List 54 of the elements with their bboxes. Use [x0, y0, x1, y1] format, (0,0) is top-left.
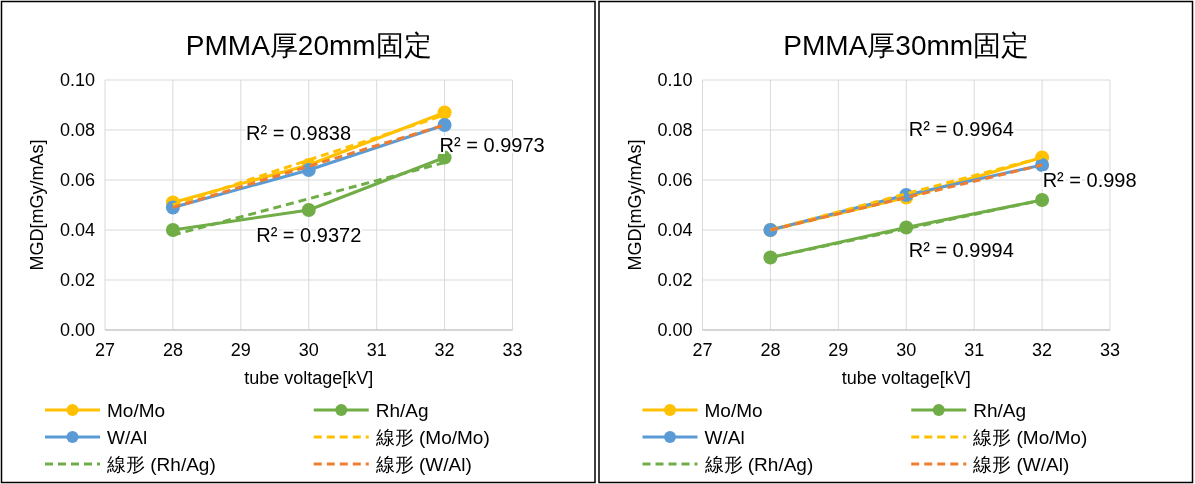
y-tick-label: 0.02 — [59, 270, 95, 290]
x-tick-label: 29 — [828, 340, 849, 360]
y-tick-label: 0.04 — [59, 220, 95, 240]
legend-label: W/Al — [107, 427, 148, 448]
point — [301, 203, 316, 217]
x-tick-label: 27 — [692, 340, 713, 360]
y-tick-label: 0.00 — [59, 320, 95, 340]
chart-title: PMMA厚20mm固定 — [185, 30, 432, 61]
annotation: R² = 0.998 — [1042, 169, 1137, 191]
legend-label: 線形 (Rh/Ag) — [106, 454, 216, 475]
legend-label: Mo/Mo — [704, 400, 763, 421]
x-tick-label: 30 — [896, 340, 917, 360]
legend-label: Mo/Mo — [107, 400, 166, 421]
x-tick-label: 31 — [964, 340, 985, 360]
annotation: R² = 0.9964 — [908, 117, 1014, 140]
x-tick-label: 29 — [230, 340, 251, 360]
x-tick-label: 33 — [502, 340, 523, 360]
legend-label: 線形 (Mo/Mo) — [374, 427, 490, 448]
y-axis-title: MGD[mGy/mAs] — [624, 139, 645, 271]
point — [1035, 193, 1050, 207]
y-tick-label: 0.06 — [59, 170, 95, 190]
legend-label: 線形 (Mo/Mo) — [972, 427, 1088, 448]
legend-label: Rh/Ag — [375, 400, 429, 421]
annotation: R² = 0.9973 — [439, 134, 545, 156]
y-tick-label: 0.10 — [657, 70, 693, 90]
point — [437, 118, 452, 132]
legend-label: 線形 (Rh/Ag) — [703, 454, 814, 475]
y-tick-label: 0.10 — [59, 70, 95, 90]
legend-label: 線形 (W/Al) — [972, 454, 1070, 475]
x-tick-label: 28 — [760, 340, 781, 360]
x-tick-label: 31 — [366, 340, 387, 360]
y-axis-title: MGD[mGy/mAs] — [27, 139, 47, 271]
x-tick-label: 32 — [1032, 340, 1053, 360]
annotation: R² = 0.9372 — [256, 224, 362, 246]
legend-label: W/Al — [704, 427, 745, 448]
x-tick-label: 33 — [1099, 340, 1121, 360]
y-tick-label: 0.06 — [657, 170, 693, 190]
annotation: R² = 0.9838 — [246, 121, 352, 144]
point — [437, 105, 452, 120]
y-tick-label: 0.04 — [657, 220, 693, 240]
y-tick-label: 0.08 — [657, 120, 693, 140]
y-tick-label: 0.08 — [59, 120, 95, 140]
x-axis-title: tube voltage[kV] — [244, 368, 374, 388]
x-tick-label: 32 — [434, 340, 455, 360]
x-tick-label: 28 — [162, 340, 183, 360]
y-tick-label: 0.02 — [657, 270, 693, 290]
y-tick-label: 0.00 — [657, 320, 693, 340]
x-tick-label: 30 — [298, 340, 319, 360]
annotation: R² = 0.9994 — [908, 239, 1014, 261]
legend-label: Rh/Ag — [973, 400, 1027, 421]
legend-label: 線形 (W/Al) — [374, 454, 472, 475]
chart-title: PMMA厚30mm固定 — [783, 30, 1030, 61]
x-tick-label: 27 — [94, 340, 116, 360]
x-axis-title: tube voltage[kV] — [841, 368, 971, 388]
